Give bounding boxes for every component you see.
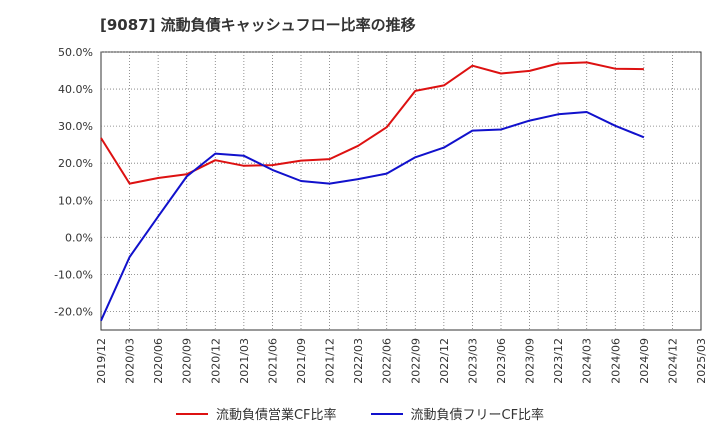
legend-item-operating-cf: 流動負債営業CF比率 xyxy=(175,404,337,423)
x-tick-label: 2022/12 xyxy=(438,338,451,384)
plot-border xyxy=(100,51,702,331)
x-tick-label: 2021/03 xyxy=(238,338,251,384)
grid-lines xyxy=(101,51,701,330)
x-tick-label: 2020/09 xyxy=(181,338,194,384)
x-tick-label: 2023/06 xyxy=(495,338,508,384)
y-tick-label: 0.0% xyxy=(65,231,93,244)
y-tick-label: -10.0% xyxy=(54,268,93,281)
y-tick-label: 30.0% xyxy=(58,120,93,133)
x-tick-label: 2020/12 xyxy=(209,338,222,384)
x-tick-label: 2019/12 xyxy=(95,338,108,384)
y-tick-label: 40.0% xyxy=(58,83,93,96)
x-tick-label: 2021/09 xyxy=(295,338,308,384)
legend-label-operating-cf: 流動負債営業CF比率 xyxy=(215,408,337,423)
legend-swatch-blue-line xyxy=(370,412,403,415)
x-tick-label: 2025/03 xyxy=(695,338,708,384)
y-tick-label: 10.0% xyxy=(58,194,93,207)
legend-swatch-red-line xyxy=(175,412,208,415)
x-tick-label: 2021/12 xyxy=(324,338,337,384)
series-lines xyxy=(100,61,645,322)
x-tick-label: 2024/12 xyxy=(666,338,679,384)
legend-label-free-cf: 流動負債フリーCF比率 xyxy=(410,408,545,423)
y-tick-label: 20.0% xyxy=(58,157,93,170)
x-tick-label: 2023/09 xyxy=(524,338,537,384)
y-tick-label: -20.0% xyxy=(54,305,93,318)
x-tick-label: 2022/09 xyxy=(409,338,422,384)
x-tick-label: 2020/03 xyxy=(124,338,137,384)
x-axis: 2019/12 2020/03 2020/06 2020/09 2020/12 2021/… xyxy=(95,338,708,384)
x-tick-label: 2023/12 xyxy=(552,338,565,384)
x-tick-label: 2024/06 xyxy=(609,338,622,384)
x-tick-label: 2022/06 xyxy=(381,338,394,384)
x-tick-label: 2024/03 xyxy=(581,338,594,384)
y-axis: 50.0% 40.0% 30.0% 20.0% 10.0% 0.0% -10.0% -20.0… xyxy=(54,46,93,318)
chart-title: [9087] 流動負債キャッシュフロー比率の推移 xyxy=(100,16,416,34)
y-tick-label: 50.0% xyxy=(58,46,93,59)
x-tick-label: 2021/06 xyxy=(266,338,279,384)
x-tick-label: 2022/03 xyxy=(352,338,365,384)
x-tick-label: 2023/03 xyxy=(466,338,479,384)
x-tick-label: 2020/06 xyxy=(152,338,165,384)
plot-area xyxy=(100,51,702,331)
legend: 流動負債営業CF比率 流動負債フリーCF比率 xyxy=(0,404,720,423)
series-line-free-cf xyxy=(100,111,645,322)
x-tick-label: 2024/09 xyxy=(638,338,651,384)
legend-item-free-cf: 流動負債フリーCF比率 xyxy=(370,404,545,423)
